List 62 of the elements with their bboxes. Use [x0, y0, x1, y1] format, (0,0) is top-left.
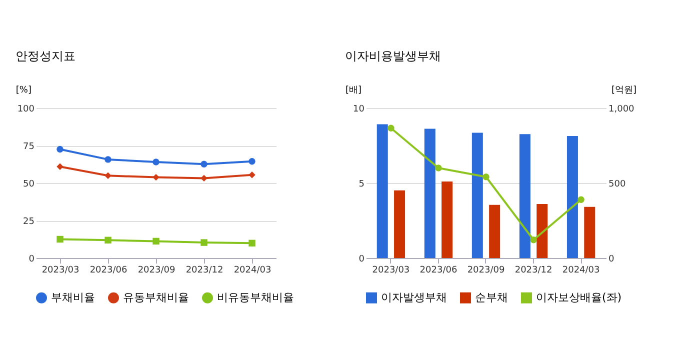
legend-label: 이자보상배율(좌)	[536, 290, 622, 304]
point	[152, 158, 160, 166]
bar	[442, 182, 453, 258]
bar	[472, 132, 483, 258]
y-tick-label: 25	[23, 217, 34, 227]
bar	[519, 134, 530, 258]
bar	[376, 124, 388, 258]
point	[248, 172, 256, 178]
point	[104, 172, 112, 180]
x-tick-label: 2023/03	[372, 266, 410, 276]
point	[56, 163, 64, 170]
bar	[394, 190, 406, 258]
x-tick-label: 2023/09	[467, 266, 505, 276]
point	[152, 238, 160, 245]
x-tick-label: 2023/12	[514, 266, 552, 276]
y-axis-title: [배]	[345, 86, 362, 96]
x-tick-label: 2024/03	[562, 266, 600, 276]
bar	[424, 128, 436, 258]
y-tick-label: 75	[23, 142, 34, 152]
x-tick-label: 2023/09	[138, 266, 176, 276]
point	[56, 236, 64, 243]
legend-label: 순부채	[475, 290, 508, 304]
legend-label: 부채비율	[51, 290, 95, 304]
point	[530, 236, 537, 244]
y2-tick-label: 0	[608, 254, 614, 264]
y2-tick-label: 500	[608, 180, 626, 190]
point	[248, 240, 256, 247]
y-tick-label: 0	[358, 254, 365, 264]
bar	[566, 136, 578, 258]
point	[104, 236, 112, 244]
bar	[489, 204, 500, 258]
point	[482, 174, 490, 180]
y-axis-title: [%]	[16, 86, 32, 96]
x-tick-label: 2023/03	[42, 266, 80, 276]
point	[248, 158, 256, 165]
x-tick-label: 2023/06	[90, 266, 128, 276]
y-tick-label: 50	[23, 180, 35, 190]
y-tick-label: 0	[28, 254, 35, 264]
point	[104, 156, 112, 163]
legend-label: 유동부채비율	[123, 290, 189, 304]
point	[200, 239, 208, 246]
y2-axis-title: [억원]	[611, 86, 636, 96]
point	[56, 146, 64, 153]
point	[152, 174, 160, 181]
bar	[584, 206, 596, 258]
chart-title: 안정성지표	[15, 49, 76, 63]
x-tick-label: 2023/06	[420, 266, 458, 276]
chart-title: 이자비용발생부채	[344, 49, 441, 63]
x-tick-label: 2024/03	[234, 266, 272, 276]
point	[388, 124, 394, 132]
legend-label: 비유동부채비율	[217, 290, 294, 304]
y2-tick-label: 1,000	[608, 104, 635, 114]
point	[578, 196, 584, 203]
legend-label: 이자발생부채	[381, 290, 447, 304]
point	[435, 164, 442, 172]
bar	[536, 204, 548, 258]
y-tick-label: 5	[358, 180, 364, 190]
y-tick-label: 100	[17, 104, 35, 114]
point	[200, 174, 208, 182]
y-tick-label: 10	[353, 104, 365, 114]
x-tick-label: 2023/12	[186, 266, 224, 276]
point	[200, 160, 208, 168]
